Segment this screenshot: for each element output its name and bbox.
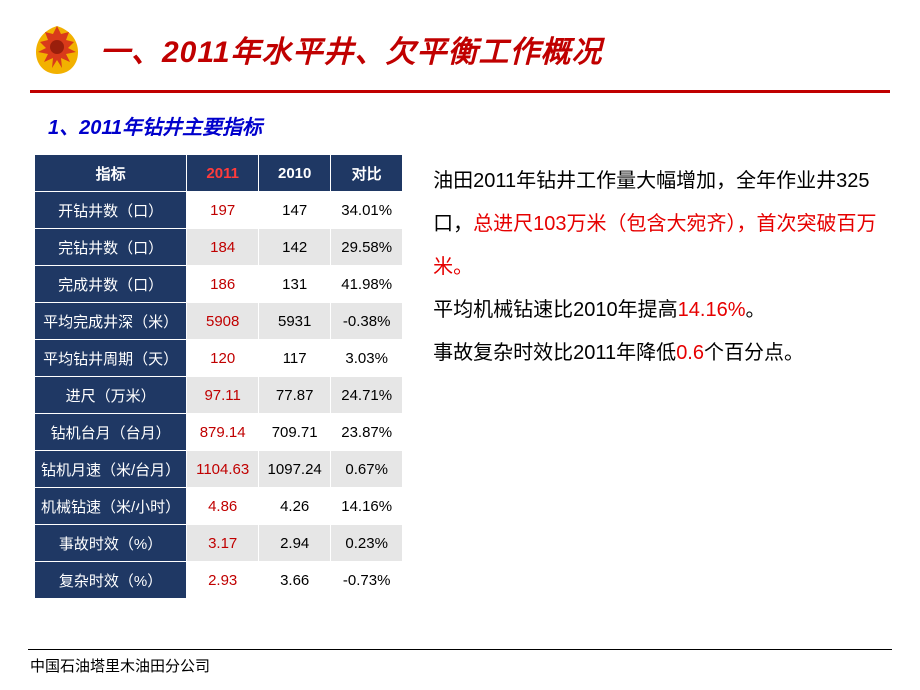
- row-label: 钻机台月（台月）: [35, 414, 187, 451]
- table-row: 完钻井数（口）18414229.58%: [35, 229, 403, 266]
- row-value-diff: 3.03%: [331, 340, 403, 377]
- row-value-diff: -0.73%: [331, 562, 403, 599]
- page-title: 一、2011年水平井、欠平衡工作概况: [100, 27, 603, 71]
- row-label: 完成井数（口）: [35, 266, 187, 303]
- table-row: 完成井数（口）18613141.98%: [35, 266, 403, 303]
- footer-text: 中国石油塔里木油田分公司: [30, 655, 210, 676]
- col-header-diff: 对比: [331, 155, 403, 192]
- row-value-2011: 3.17: [187, 525, 259, 562]
- row-value-diff: 0.23%: [331, 525, 403, 562]
- row-label: 进尺（万米）: [35, 377, 187, 414]
- row-value-2011: 186: [187, 266, 259, 303]
- p3-text-c: 个百分点。: [704, 342, 804, 364]
- content-area: 指标 2011 2010 对比 开钻井数（口）19714734.01%完钻井数（…: [0, 154, 920, 599]
- row-value-diff: 34.01%: [331, 192, 403, 229]
- row-value-diff: -0.38%: [331, 303, 403, 340]
- row-value-2010: 4.26: [259, 488, 331, 525]
- divider: [30, 90, 890, 93]
- row-value-2011: 4.86: [187, 488, 259, 525]
- summary-p1: 油田2011年钻井工作量大幅增加，全年作业井325口，总进尺103万米（包含大宛…: [433, 160, 890, 289]
- row-label: 平均完成井深（米）: [35, 303, 187, 340]
- row-value-2011: 184: [187, 229, 259, 266]
- row-value-2010: 3.66: [259, 562, 331, 599]
- table-row: 钻机台月（台月）879.14709.7123.87%: [35, 414, 403, 451]
- row-value-2010: 709.71: [259, 414, 331, 451]
- table-row: 钻机月速（米/台月）1104.631097.240.67%: [35, 451, 403, 488]
- summary-p2: 平均机械钻速比2010年提高14.16%。: [433, 289, 890, 332]
- row-value-2011: 879.14: [187, 414, 259, 451]
- row-value-2011: 5908: [187, 303, 259, 340]
- indicator-table-wrap: 指标 2011 2010 对比 开钻井数（口）19714734.01%完钻井数（…: [34, 154, 403, 599]
- row-value-diff: 41.98%: [331, 266, 403, 303]
- row-value-2011: 1104.63: [187, 451, 259, 488]
- row-value-2011: 97.11: [187, 377, 259, 414]
- row-value-diff: 23.87%: [331, 414, 403, 451]
- row-value-diff: 24.71%: [331, 377, 403, 414]
- row-value-diff: 29.58%: [331, 229, 403, 266]
- col-header-2011: 2011: [187, 155, 259, 192]
- p1-highlight: 总进尺103万米（包含大宛齐），首次突破百万米。: [433, 213, 876, 278]
- row-label: 事故时效（%）: [35, 525, 187, 562]
- p2-text-a: 平均机械钻速比2010年提高: [433, 299, 678, 321]
- row-value-2011: 120: [187, 340, 259, 377]
- summary-p3: 事故复杂时效比2011年降低0.6个百分点。: [433, 332, 890, 375]
- row-value-diff: 0.67%: [331, 451, 403, 488]
- row-value-2011: 197: [187, 192, 259, 229]
- row-value-2010: 77.87: [259, 377, 331, 414]
- p2-text-c: 。: [746, 299, 766, 321]
- table-row: 事故时效（%）3.172.940.23%: [35, 525, 403, 562]
- col-header-indicator: 指标: [35, 155, 187, 192]
- p3-highlight: 0.6: [676, 342, 704, 364]
- petrochina-logo-icon: [30, 22, 84, 76]
- row-value-2010: 117: [259, 340, 331, 377]
- p2-highlight: 14.16%: [678, 299, 746, 321]
- footer-divider: [28, 649, 892, 650]
- header: 一、2011年水平井、欠平衡工作概况: [0, 0, 920, 86]
- row-label: 机械钻速（米/小时）: [35, 488, 187, 525]
- table-row: 机械钻速（米/小时）4.864.2614.16%: [35, 488, 403, 525]
- row-value-2010: 5931: [259, 303, 331, 340]
- table-header-row: 指标 2011 2010 对比: [35, 155, 403, 192]
- col-header-2010: 2010: [259, 155, 331, 192]
- row-value-2010: 131: [259, 266, 331, 303]
- row-value-2010: 1097.24: [259, 451, 331, 488]
- summary-text: 油田2011年钻井工作量大幅增加，全年作业井325口，总进尺103万米（包含大宛…: [433, 154, 890, 599]
- row-label: 开钻井数（口）: [35, 192, 187, 229]
- p3-text-a: 事故复杂时效比2011年降低: [433, 342, 676, 364]
- table-row: 平均钻井周期（天）1201173.03%: [35, 340, 403, 377]
- row-value-2010: 2.94: [259, 525, 331, 562]
- row-value-diff: 14.16%: [331, 488, 403, 525]
- row-label: 复杂时效（%）: [35, 562, 187, 599]
- row-value-2010: 147: [259, 192, 331, 229]
- row-label: 钻机月速（米/台月）: [35, 451, 187, 488]
- table-row: 复杂时效（%）2.933.66-0.73%: [35, 562, 403, 599]
- table-row: 平均完成井深（米）59085931-0.38%: [35, 303, 403, 340]
- row-value-2010: 142: [259, 229, 331, 266]
- section-subtitle: 1、2011年钻井主要指标: [48, 111, 920, 140]
- row-label: 平均钻井周期（天）: [35, 340, 187, 377]
- indicator-table: 指标 2011 2010 对比 开钻井数（口）19714734.01%完钻井数（…: [34, 154, 403, 599]
- table-row: 进尺（万米）97.1177.8724.71%: [35, 377, 403, 414]
- row-value-2011: 2.93: [187, 562, 259, 599]
- table-row: 开钻井数（口）19714734.01%: [35, 192, 403, 229]
- row-label: 完钻井数（口）: [35, 229, 187, 266]
